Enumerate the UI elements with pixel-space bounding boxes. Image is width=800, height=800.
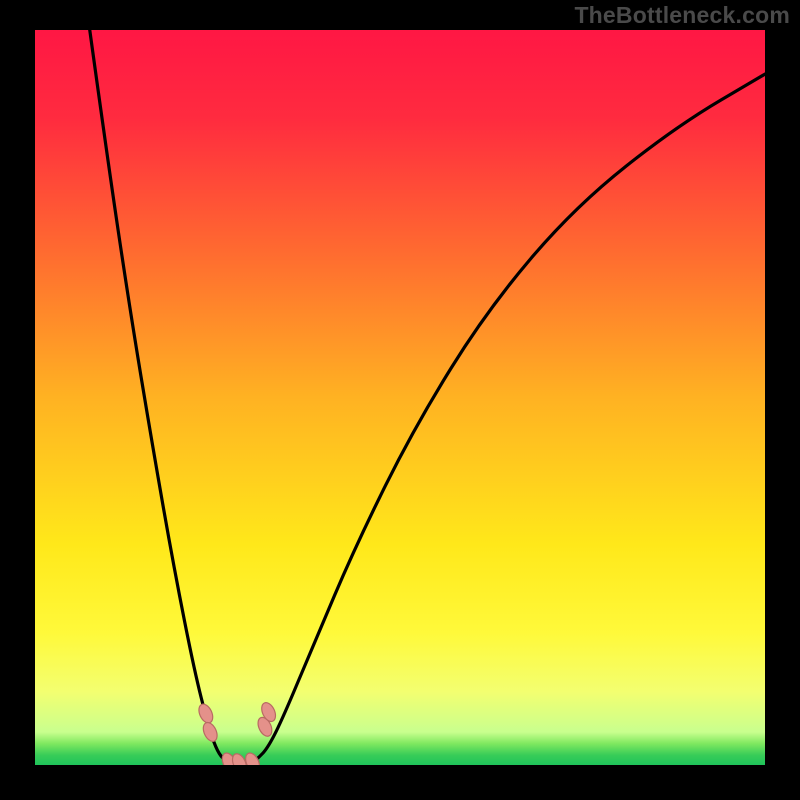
watermark-text: TheBottleneck.com (574, 2, 790, 29)
bottleneck-curve (35, 30, 765, 765)
curve-left-branch (90, 30, 232, 764)
data-marker (196, 702, 215, 725)
curve-right-branch (250, 74, 765, 763)
canvas-root: TheBottleneck.com (0, 0, 800, 800)
data-marker (201, 720, 220, 743)
plot-area (35, 30, 765, 765)
